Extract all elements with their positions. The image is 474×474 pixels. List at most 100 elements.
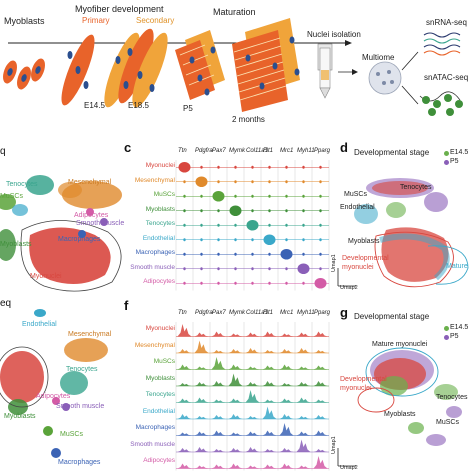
panel_c-violin xyxy=(200,267,203,271)
panel_c-violin xyxy=(212,191,225,202)
panel_f-row-muscs: MuSCs xyxy=(153,358,175,366)
panel_c-violin xyxy=(200,223,203,227)
panel_f-coverage-peak xyxy=(262,399,277,403)
legend-d-e145: E14.5 xyxy=(450,149,469,156)
panel_c-violin xyxy=(183,252,186,256)
panel_c-violin xyxy=(268,194,271,198)
panel_c-violin xyxy=(268,223,271,227)
panel_c-violin xyxy=(217,238,220,242)
panel_f-coverage-peak xyxy=(296,348,311,353)
label-snrna: snRNA-seq xyxy=(426,18,467,27)
panel_f-coverage-peak xyxy=(313,331,328,337)
label-d-developmental: Developmental myonuclei xyxy=(342,255,389,271)
panel_c-row-adipocytes: Adipocytes xyxy=(143,278,175,286)
panel_c-violin xyxy=(234,180,237,184)
legend-g-p5: P5 xyxy=(450,333,459,340)
panel_f-coverage-peak xyxy=(262,350,277,353)
panel_c-violin xyxy=(251,281,254,285)
panel_f-coverage-peak xyxy=(177,398,192,403)
panel-c-letter: c xyxy=(124,140,132,155)
panel_f-gene-ttn: Ttn xyxy=(178,310,187,316)
panel_f-coverage-peak xyxy=(245,465,260,469)
panel_f-coverage-peak xyxy=(245,390,260,403)
panel_f-coverage-peak xyxy=(296,439,311,452)
panel_c-violin xyxy=(302,165,305,169)
panel_f-coverage-peak xyxy=(228,463,243,469)
panel_c-violin xyxy=(200,209,203,213)
panel-d-letter: d xyxy=(340,140,348,155)
label-b-smooth-muscle: Smooth muscle xyxy=(76,220,125,227)
panel_c-violin xyxy=(285,180,288,184)
panel_c-violin xyxy=(217,252,220,256)
panel_f-coverage-peak xyxy=(313,350,328,353)
panel_c-violin xyxy=(319,180,322,184)
panel_c-violin xyxy=(217,165,220,169)
label-dev-title: Myofiber development xyxy=(75,4,164,14)
panel_f-coverage-peak xyxy=(262,381,277,386)
panel_c-violin xyxy=(183,180,186,184)
panel_c-violin xyxy=(268,281,271,285)
label-d-mature: Mature xyxy=(446,263,468,270)
panel-f-letter: f xyxy=(124,298,129,313)
panel_f-coverage-peak xyxy=(296,431,311,436)
panel_f-coverage-peak xyxy=(296,382,311,386)
nuclei-isolation-tube-icon xyxy=(317,43,333,99)
panel_f-coverage-peak xyxy=(245,366,260,370)
panel_c-gene-col11a1: Col11a1 xyxy=(246,148,268,154)
panel_c-violin xyxy=(268,180,271,184)
panel_f-coverage-peak xyxy=(177,463,192,469)
panel_c-row-mesenchymal: Mesenchymal xyxy=(134,176,175,184)
label-b-tenocytes: Tenocytes xyxy=(6,181,38,188)
panel-e-title-fragment: eq xyxy=(0,298,12,309)
label-d-endothelial: Endothelial xyxy=(340,204,375,211)
panel_c-violin xyxy=(297,263,310,274)
label-e-tenocytes: Tenocytes xyxy=(66,366,98,373)
panel_f-coverage-peak xyxy=(245,431,260,436)
panel_f-coverage-peak xyxy=(279,349,294,353)
panel_f-coverage-peak xyxy=(262,464,277,469)
panel_c-violin xyxy=(183,281,186,285)
panel_c-row-muscs: MuSCs xyxy=(153,191,175,199)
panel_c-violin xyxy=(285,194,288,198)
label-e185: E18.5 xyxy=(128,101,149,110)
panel_c-row-smooth-muscle: Smooth muscle xyxy=(130,263,175,271)
panel_c-violin xyxy=(302,180,305,184)
panel_f-coverage-peak xyxy=(194,465,209,469)
panel_c-row-tenocytes: Tenocytes xyxy=(145,220,175,228)
panel_c-violin xyxy=(217,209,220,213)
panel_c-violin xyxy=(217,223,220,227)
panel_f-coverage-peak xyxy=(245,332,260,337)
panel_f-row-adipocytes: Adipocytes xyxy=(143,457,175,465)
p5-bundle xyxy=(175,30,225,100)
panel_f-coverage-peak xyxy=(279,333,294,337)
panel_f-coverage-peak xyxy=(296,332,311,337)
panel_c-violin xyxy=(251,194,254,198)
panel_c-violin xyxy=(200,281,203,285)
label-b-mesenchymal: Mesenchymal xyxy=(68,179,112,186)
panel_f-coverage-peak xyxy=(211,415,226,419)
panel-d-title: Developmental stage xyxy=(354,148,430,157)
panel_c-violin xyxy=(319,194,322,198)
panel_c-violin xyxy=(319,267,322,271)
panel_f-coverage-peak xyxy=(296,416,311,419)
panel_f-coverage-peak xyxy=(262,406,277,419)
two-month-bundle xyxy=(232,18,300,112)
panel_f-row-endothelial: Endothelial xyxy=(142,407,175,415)
panel_f-coverage-peak xyxy=(279,364,294,370)
panel_f-coverage-peak xyxy=(262,365,277,370)
panel_f-coverage-peak xyxy=(245,382,260,386)
panel_c-violin xyxy=(263,234,276,245)
panel_c-violin xyxy=(234,194,237,198)
panel_f-gene-flt1: Flt1 xyxy=(263,310,274,316)
label-g-mature: Mature myonuclei xyxy=(372,341,428,348)
panel_f-gene-col11a1: Col11a1 xyxy=(246,310,268,316)
panel_c-violin xyxy=(302,281,305,285)
panel_f-coverage-peak xyxy=(228,398,243,403)
panel-b-umap xyxy=(0,175,122,292)
panel_c-violin xyxy=(195,176,208,187)
panel_f-coverage-peak xyxy=(262,331,277,337)
panel_f-coverage-peak xyxy=(228,333,243,337)
panel_c-violin xyxy=(268,267,271,271)
